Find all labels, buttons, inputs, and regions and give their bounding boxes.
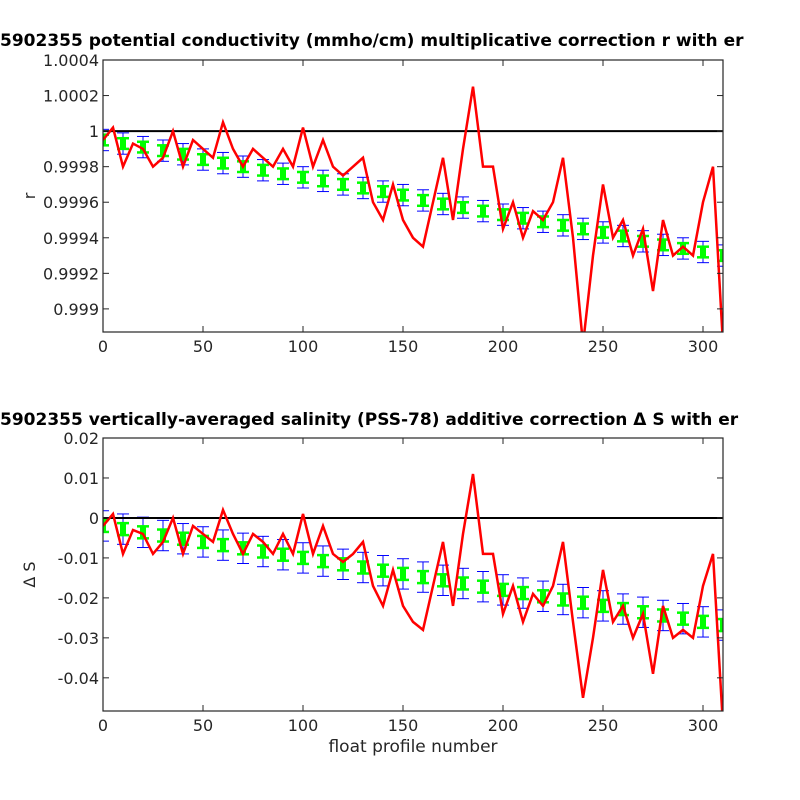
y-tick-label: -0.02 bbox=[58, 589, 99, 608]
x-tick-label: 50 bbox=[193, 337, 213, 356]
x-tick-label: 300 bbox=[688, 716, 719, 735]
y-tick-label: 0.9998 bbox=[43, 158, 99, 177]
y-tick-label: 0.01 bbox=[63, 469, 99, 488]
data-line bbox=[103, 86, 723, 332]
plot-area bbox=[103, 473, 723, 711]
x-tick-label: 250 bbox=[588, 716, 619, 735]
x-axis-label: float profile number bbox=[328, 737, 497, 757]
x-tick-label: 250 bbox=[588, 337, 619, 356]
x-tick-label: 0 bbox=[98, 716, 108, 735]
x-tick-label: 150 bbox=[388, 716, 419, 735]
x-tick-label: 200 bbox=[488, 716, 519, 735]
y-tick-label: 1.0004 bbox=[43, 51, 99, 70]
y-tick-label: 0.02 bbox=[63, 429, 99, 448]
plot-area bbox=[103, 86, 723, 332]
x-tick-label: 100 bbox=[288, 716, 319, 735]
data-line bbox=[103, 473, 723, 711]
x-tick-label: 150 bbox=[388, 337, 419, 356]
chart-title: 5902355 potential conductivity (mmho/cm)… bbox=[0, 31, 744, 51]
y-tick-label: 1 bbox=[89, 122, 99, 141]
x-tick-label: 0 bbox=[98, 337, 108, 356]
x-tick-label: 50 bbox=[193, 716, 213, 735]
y-tick-label: -0.01 bbox=[58, 549, 99, 568]
x-tick-label: 200 bbox=[488, 337, 519, 356]
y-axis-label: Δ S bbox=[20, 561, 39, 587]
axes-box bbox=[102, 59, 724, 333]
y-tick-label: 0.9994 bbox=[43, 229, 99, 248]
axes-box bbox=[102, 437, 724, 712]
x-tick-label: 300 bbox=[688, 337, 719, 356]
x-tick-label: 100 bbox=[288, 337, 319, 356]
y-tick-label: 0.9996 bbox=[43, 193, 99, 212]
y-tick-label: -0.03 bbox=[58, 629, 99, 648]
y-axis-label: r bbox=[20, 192, 39, 199]
y-tick-label: -0.04 bbox=[58, 669, 99, 688]
y-tick-label: 0 bbox=[89, 509, 99, 528]
chart-title: 5902355 vertically-averaged salinity (PS… bbox=[0, 410, 739, 430]
y-tick-label: 1.0002 bbox=[43, 87, 99, 106]
y-tick-label: 0.999 bbox=[53, 300, 99, 319]
y-tick-label: 0.9992 bbox=[43, 264, 99, 283]
